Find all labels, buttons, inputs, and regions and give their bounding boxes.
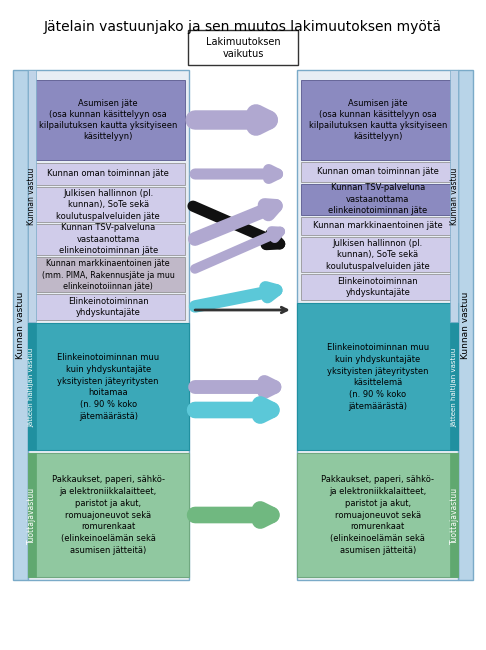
Bar — [301, 184, 454, 215]
Text: Kunnan TSV-palveluna
vastaanottama
elinkeinotoiminnan jäte: Kunnan TSV-palveluna vastaanottama elink… — [59, 224, 158, 255]
Text: Asumisen jäte
(osa kunnan käsittelyyn osa
kilpailutuksen kautta yksityiseen
käsi: Asumisen jäte (osa kunnan käsittelyyn os… — [309, 99, 447, 141]
Bar — [32, 80, 185, 160]
Text: Kunnan vastuu: Kunnan vastuu — [27, 167, 36, 225]
Bar — [301, 274, 454, 300]
Text: Kunnan vastuu: Kunnan vastuu — [450, 167, 459, 225]
Text: Kunnan oman toiminnan jäte: Kunnan oman toiminnan jäte — [47, 170, 169, 179]
Text: Julkisen hallinnon (pl.
kunnan), SoTe sekä
koulutuspalveluiden jäte: Julkisen hallinnon (pl. kunnan), SoTe se… — [56, 189, 160, 220]
Text: Tuottajavastuu: Tuottajavastuu — [450, 486, 459, 543]
Text: Elinkeinotoiminnan
yhdyskuntajäte: Elinkeinotoiminnan yhdyskuntajäte — [337, 277, 418, 297]
Bar — [32, 224, 185, 255]
Text: Jätelain vastuunjako ja sen muutos lakimuutoksen myötä: Jätelain vastuunjako ja sen muutos lakim… — [44, 20, 442, 34]
Bar — [297, 453, 458, 577]
Text: Kunnan markkinaentoinen jäte
(mm. PIMA, Rakennusjäte ja muu
elinkeinotoiinnan jä: Kunnan markkinaentoinen jäte (mm. PIMA, … — [42, 259, 174, 291]
Bar — [451, 323, 458, 450]
Text: Kunnan markkinaentoinen jäte: Kunnan markkinaentoinen jäte — [313, 222, 443, 231]
Bar — [28, 453, 35, 577]
Bar — [301, 80, 454, 160]
Text: Lakimuutoksen
vaikutus: Lakimuutoksen vaikutus — [206, 37, 280, 58]
Bar — [301, 217, 454, 235]
Text: Pakkaukset, paperi, sähkö-
ja elektroniikkalaitteet,
paristot ja akut,
romuajone: Pakkaukset, paperi, sähkö- ja elektronii… — [52, 475, 165, 555]
Text: Elinkeinotoiminnan muu
kuin yhdyskuntajäte
yksityisten jäteyritysten
käsittelemä: Elinkeinotoiminnan muu kuin yhdyskuntajä… — [327, 343, 429, 411]
Bar — [451, 70, 458, 322]
Text: Kunnan vastuu: Kunnan vastuu — [461, 291, 470, 359]
Bar — [28, 70, 189, 580]
Bar — [297, 303, 458, 450]
Bar — [28, 453, 189, 577]
Text: Pakkaukset, paperi, sähkö-
ja elektroniikkalaitteet,
paristot ja akut,
romuajone: Pakkaukset, paperi, sähkö- ja elektronii… — [321, 475, 434, 555]
Text: Asumisen jäte
(osa kunnan käsittelyyn osa
kilpailutuksen kautta yksityiseen
käsi: Asumisen jäte (osa kunnan käsittelyyn os… — [39, 99, 177, 141]
Bar — [301, 237, 454, 272]
Text: Tuottajavastuu: Tuottajavastuu — [27, 486, 36, 543]
Bar — [32, 163, 185, 185]
Bar — [28, 323, 35, 450]
Bar — [458, 70, 473, 580]
Bar — [28, 70, 35, 322]
Text: Julkisen hallinnon (pl.
kunnan), SoTe sekä
koulutuspalveluiden jäte: Julkisen hallinnon (pl. kunnan), SoTe se… — [326, 239, 430, 270]
Text: Kunnan oman toiminnan jäte: Kunnan oman toiminnan jäte — [317, 168, 439, 177]
Text: Kunnan vastuu: Kunnan vastuu — [16, 291, 25, 359]
Text: Elinkeinotoiminnan muu
kuin yhdyskuntajäte
yksityisten jäteyritysten
hoitamaa
(n: Elinkeinotoiminnan muu kuin yhdyskuntajä… — [57, 353, 159, 421]
Text: Jätteen haltijan vastuu: Jätteen haltijan vastuu — [29, 347, 35, 426]
Bar — [188, 30, 298, 65]
Bar — [32, 257, 185, 292]
Text: Elinkeinotoiminnan
yhdyskuntajäte: Elinkeinotoiminnan yhdyskuntajäte — [68, 297, 149, 317]
Bar — [32, 294, 185, 320]
Text: Kunnan TSV-palveluna
vastaanottama
elinkeinotoiminnan jäte: Kunnan TSV-palveluna vastaanottama elink… — [328, 183, 427, 214]
Bar — [13, 70, 28, 580]
Bar — [28, 323, 189, 450]
Bar — [297, 70, 458, 580]
Text: Jätteen haltijan vastuu: Jätteen haltijan vastuu — [451, 347, 457, 426]
Bar — [301, 162, 454, 182]
Bar — [451, 453, 458, 577]
Bar — [32, 187, 185, 222]
